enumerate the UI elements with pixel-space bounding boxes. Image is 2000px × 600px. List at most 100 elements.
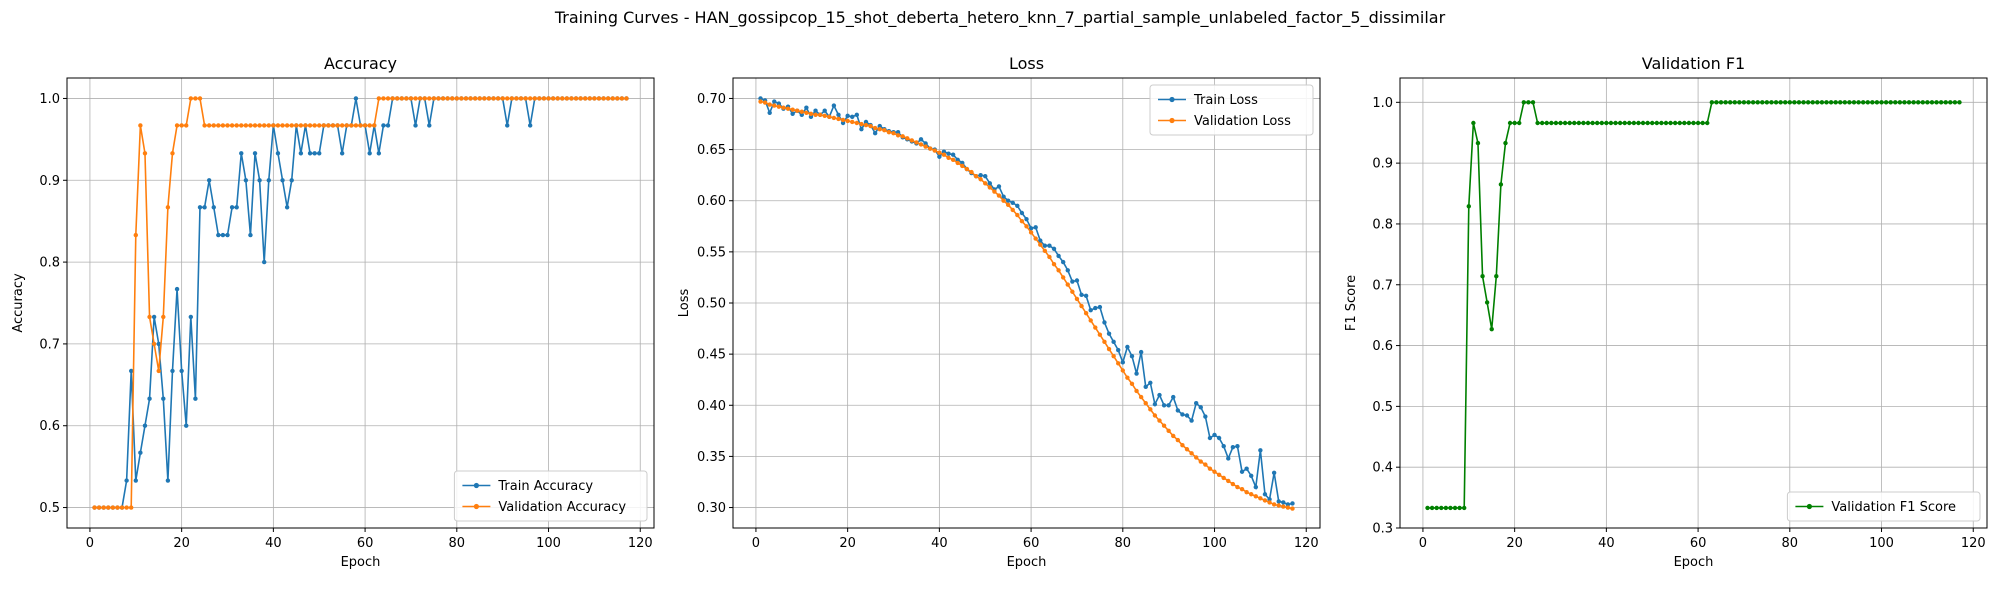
data-point [605,96,611,101]
legend-box [1786,491,1981,522]
data-point [170,368,175,374]
data-point [1262,498,1268,503]
data-point [165,205,171,210]
data-point [317,123,322,128]
data-point [996,193,1002,198]
data-point [381,123,386,128]
data-point [1457,505,1462,511]
data-point [1239,469,1245,474]
chart-panel-2: 0 20 40 60 80 100 120 0.3 0.4 0.5 0.6 0.7 0.8 0.9 1.0 V… [1344,54,1988,570]
data-point [1526,100,1531,105]
data-point [1207,466,1213,471]
legend-box [453,470,648,522]
data-point [197,205,203,210]
data-point [583,96,588,101]
data-point [257,178,262,183]
data-point [1106,331,1112,336]
x-axis-label: Epoch [1674,555,1714,570]
data-point [1741,100,1747,105]
data-point [339,151,345,156]
data-point [1952,100,1958,105]
data-point [239,151,244,156]
data-point [1271,470,1277,475]
data-point [179,368,184,374]
data-point [184,123,189,128]
data-point [859,121,864,127]
data-point [1746,100,1751,105]
data-point [1847,100,1852,105]
x-tick-label: 80 [449,536,466,551]
data-point [1051,246,1057,251]
data-point [1906,100,1912,105]
data-point [758,99,763,104]
data-point [344,123,349,128]
y-tick-label: 0.6 [39,419,60,434]
data-point [1134,388,1139,394]
data-point [813,112,818,118]
data-point [758,96,763,101]
data-point [372,123,377,128]
data-point [1193,401,1199,406]
data-point [1549,120,1554,126]
data-point [124,478,129,483]
x-tick-label: 60 [1023,536,1040,551]
data-point [1805,100,1811,105]
legend: Validation F1 Score [1786,491,1981,522]
data-point [827,114,832,120]
x-tick-label: 100 [1202,536,1227,551]
data-point [772,99,777,104]
data-point [482,96,487,101]
data-point [385,123,391,128]
data-point [1005,202,1011,208]
data-point [950,157,956,163]
data-point [983,173,988,179]
x-tick-label: 120 [1294,536,1319,551]
data-point [161,314,166,320]
data-point [454,96,459,101]
data-point [1507,120,1513,126]
data-point [1590,120,1595,126]
data-point [312,151,317,156]
data-point [1120,368,1126,373]
data-point [1267,500,1272,505]
data-point [422,96,427,101]
data-point [955,157,960,163]
data-point [394,96,400,101]
data-point [1143,384,1148,390]
data-point [831,103,837,108]
data-point [1585,120,1591,126]
data-point [1161,403,1167,408]
data-point [960,160,965,166]
legend-entry: Validation Accuracy [498,500,626,515]
data-point [188,96,194,101]
data-point [1938,100,1944,105]
data-point [298,123,304,128]
data-point [822,108,827,113]
data-point [1235,443,1240,449]
x-tick-label: 60 [1690,536,1707,551]
data-point [1695,120,1701,126]
data-point [239,123,244,128]
data-point [289,178,294,183]
data-point [772,103,777,108]
data-point [918,137,924,142]
data-point [541,96,547,101]
data-point [1120,360,1126,365]
data-point [358,123,363,128]
series-line-1-0 [760,97,1293,506]
data-point [850,114,855,120]
data-point [1883,100,1889,105]
y-tick-label: 0.55 [697,245,726,260]
data-point [1065,282,1070,287]
data-point [1258,496,1263,501]
y-tick-label: 0.5 [39,501,60,516]
data-point [229,123,235,128]
data-point [1070,279,1075,284]
data-point [1102,339,1107,345]
data-point [495,96,501,101]
data-point [500,96,505,101]
data-point [486,96,492,101]
data-point [1558,120,1563,126]
data-point [987,181,993,186]
data-point [1755,100,1760,105]
